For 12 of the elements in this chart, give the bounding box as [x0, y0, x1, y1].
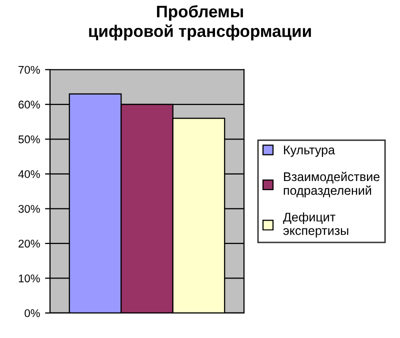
y-tick-label: 0%	[24, 309, 40, 318]
legend-label: Взаимодействие подразделений	[284, 172, 380, 198]
legend-label: Дефицит экспертизы	[283, 212, 348, 238]
y-tick-label: 50%	[18, 135, 40, 144]
y-tick-label: 10%	[18, 274, 40, 282]
y-tick-label: 20%	[18, 240, 40, 248]
legend-label: Культура	[284, 146, 335, 157]
chart-title: Проблемы цифровой трансформации	[89, 5, 311, 40]
y-tick-label: 70%	[18, 66, 40, 74]
y-tick-label: 40%	[18, 170, 40, 178]
y-tick-label: 30%	[18, 204, 40, 213]
y-tick-label: 60%	[18, 100, 40, 109]
